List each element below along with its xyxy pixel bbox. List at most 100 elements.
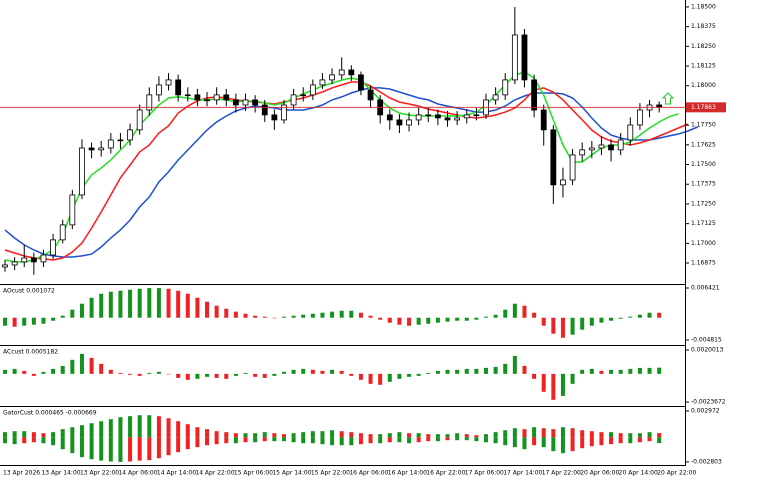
histogram-bar (445, 434, 450, 438)
candle-body (309, 84, 316, 96)
histogram-bar (330, 311, 335, 318)
indicator-title: AOcust 0.001072 (3, 288, 55, 295)
candle-body (569, 154, 576, 181)
histogram-bar (22, 317, 27, 326)
y-tick-label: 1.18375 (691, 23, 716, 30)
histogram-bar (214, 431, 219, 438)
candle-body (184, 94, 191, 97)
histogram-bar (358, 373, 363, 380)
histogram-bar (455, 317, 460, 321)
candle-body (492, 94, 499, 101)
histogram-bar (407, 373, 412, 377)
candle-body (473, 114, 480, 117)
histogram-bar (3, 432, 7, 438)
histogram-bar (339, 437, 344, 446)
histogram-bar (128, 373, 133, 375)
candle-body (50, 239, 56, 256)
x-tick-label: 13 Apr 14:00 (41, 470, 80, 477)
histogram-bar (368, 373, 373, 384)
y-tick-label: 1.17625 (691, 141, 716, 148)
histogram-bar (214, 437, 219, 445)
candle-body (329, 74, 335, 81)
histogram-bar (416, 437, 421, 443)
histogram-bar (368, 437, 373, 444)
histogram-bar (435, 434, 440, 438)
histogram-bar (330, 437, 335, 446)
candle-body (502, 79, 509, 96)
candle-body (261, 104, 268, 116)
candle-body (579, 149, 586, 156)
candle-body (175, 79, 182, 96)
candle-body (425, 114, 432, 117)
histogram-bar (503, 309, 508, 318)
candle-body (281, 104, 287, 121)
histogram-bar (243, 437, 248, 443)
histogram-bar (474, 435, 479, 438)
histogram-bar (378, 373, 383, 385)
histogram-bar (378, 434, 383, 438)
histogram-bar (51, 368, 56, 374)
histogram-bar (12, 431, 17, 438)
histogram-bar (484, 437, 488, 443)
moving-average-line (4, 71, 679, 263)
candle-body (367, 89, 374, 101)
candle-body (540, 109, 547, 131)
indicator-title: ACcust 0.0005182 (3, 349, 58, 356)
histogram-bar (320, 431, 325, 438)
histogram-bar (205, 437, 210, 446)
histogram-bar (426, 372, 431, 374)
histogram-bar (301, 432, 306, 438)
histogram-bar (589, 368, 594, 374)
histogram-bar (599, 317, 604, 323)
histogram-bar (108, 437, 113, 462)
histogram-bar (185, 424, 190, 438)
x-tick-label: 15 Apr 22:00 (311, 470, 350, 477)
histogram-bar (493, 432, 498, 438)
histogram-bar (12, 368, 17, 374)
candle-body (69, 194, 76, 226)
histogram-bar (609, 437, 614, 445)
histogram-bar (330, 430, 335, 438)
histogram-bar (570, 373, 575, 384)
candle-body (146, 94, 153, 111)
x-tick-label: 20 Apr 14:00 (619, 470, 658, 477)
candle-body (300, 94, 307, 97)
histogram-bar (435, 437, 440, 442)
candle-body (588, 147, 595, 151)
histogram-bar (233, 433, 238, 438)
histogram-bar (407, 317, 412, 326)
histogram-bar (455, 433, 460, 438)
candle-body (415, 114, 422, 121)
histogram-bar (70, 427, 75, 438)
histogram-bar (387, 373, 392, 382)
histogram-bar (262, 437, 267, 442)
candle-body (627, 124, 634, 141)
histogram-bar (70, 359, 75, 374)
histogram-bar (551, 317, 556, 334)
histogram-bar (310, 431, 315, 438)
histogram-bar (455, 369, 460, 374)
histogram-bar (551, 373, 556, 400)
histogram-bar (637, 433, 642, 438)
histogram-bar (512, 428, 517, 438)
histogram-bar (205, 373, 210, 377)
histogram-bar (397, 437, 402, 443)
histogram-bar (243, 372, 248, 374)
histogram-bar (522, 305, 527, 318)
histogram-bar (532, 312, 537, 318)
candle-body (617, 139, 624, 151)
histogram-bar (70, 309, 75, 318)
histogram-bar (339, 431, 344, 438)
histogram-bar (70, 437, 75, 454)
histogram-bar (195, 437, 200, 448)
histogram-bar (108, 419, 113, 438)
histogram-bar (618, 437, 623, 444)
histogram-bar (580, 369, 585, 374)
histogram-bar (176, 421, 181, 438)
histogram-bar (551, 437, 556, 452)
y-tick-label: 1.16875 (691, 260, 716, 267)
histogram-bar (445, 437, 450, 441)
histogram-bar (484, 434, 488, 438)
histogram-bar (599, 437, 604, 446)
histogram-bar (291, 433, 296, 438)
